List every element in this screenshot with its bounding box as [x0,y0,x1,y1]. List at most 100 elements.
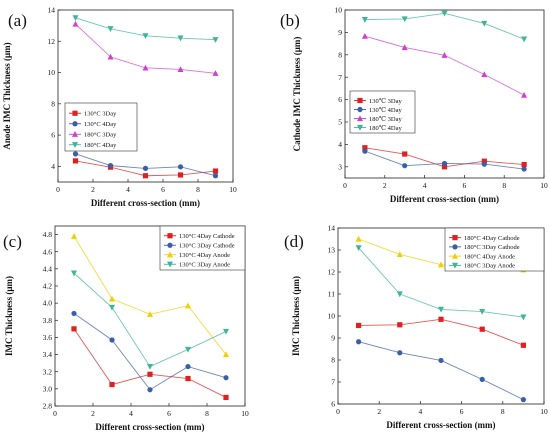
series-line [358,318,524,346]
data-point [212,70,219,76]
data-point [185,346,191,353]
legend-label: 130°C 4Day Cathode [179,233,235,240]
data-point [362,148,368,154]
legend-item: 180°C 3Day Anode [449,263,515,270]
y-tick-label: 3.2 [43,367,53,376]
legend-marker [357,124,363,131]
y-tick-label: 14 [48,6,56,15]
y-axis-label: Cathode IMC Thickness (μm) [292,37,302,152]
data-point [362,145,368,151]
data-point [223,394,229,401]
data-point [521,166,527,172]
y-tick-label: 14 [328,224,336,233]
legend-label: 130°C 4Day Anode [179,252,230,259]
data-point [185,302,191,309]
data-point [71,270,77,277]
y-tick-label: 10 [335,6,343,15]
data-point [481,20,488,27]
data-point [521,161,527,168]
plot-frame [344,9,545,179]
series-1 [356,316,526,348]
data-point [481,161,487,167]
x-tick-label: 10 [540,181,548,190]
panel-b: 0 2 4 6 8 10 3 4 5 6 7 8 9 10 Different cross-section … [280,6,548,204]
series-line [364,12,525,40]
x-tick-label: 4 [419,407,423,416]
legend-item: 130°C 3Day Cathode [164,243,235,250]
data-point [109,304,115,311]
data-point [223,375,229,381]
legend-label: 180°C 3Day Cathode [464,244,520,251]
series-4 [361,10,528,43]
x-tick-label: 2 [91,409,95,418]
x-tick-label: 0 [56,185,60,194]
panel-d: 0 2 4 6 8 10 6 7 8 9 10 11 12 13 14 Different cross-sec… [284,224,548,430]
series-line [73,272,227,368]
data-point [397,322,403,328]
panel-a: 0 2 4 6 8 10 4 6 8 10 12 14 Different cross-section … [2,6,237,208]
series-1 [71,326,229,401]
legend-marker [357,97,363,104]
data-point [355,245,362,251]
data-point [402,163,408,169]
y-tick-label: 6 [51,131,55,140]
y-tick-label: 7 [338,73,342,82]
y-tick-label: 4.0 [43,299,53,308]
y-tick-label: 8 [331,356,335,365]
legend-item: 180°C 4Day Cathode [449,235,520,242]
data-point [71,326,77,332]
legend-label: 130℃ 4Day [369,106,402,114]
x-axis-label: Different cross-section (mm) [91,198,200,208]
legend-label: 180°C 4Day [84,142,117,149]
data-point [72,20,79,27]
y-tick-label: 4 [338,140,342,149]
legend-item: 180°C 3Day [69,131,117,139]
y-tick-label: 3 [338,162,342,171]
x-tick-label: 4 [126,185,130,194]
y-tick-label: 3.4 [43,350,53,359]
data-point [441,164,448,170]
panel-label: (a) [8,11,27,30]
data-point [520,397,527,403]
legend-label: 180°C 4Day Cathode [464,235,520,242]
x-tick-label: 8 [501,407,505,416]
data-point [438,316,444,322]
legend-label: 180°C 4Day Anode [464,253,515,260]
x-tick-label: 4 [423,181,427,190]
y-tick-label: 10 [328,312,336,321]
y-tick-label: 8 [338,50,342,59]
data-point [142,33,149,39]
data-point [356,322,362,329]
plot-frame [54,225,246,407]
y-tick-label: 3.6 [43,333,53,342]
data-point [401,44,408,51]
legend-label: 130°C 3Day [84,111,117,118]
data-point [481,71,488,78]
data-point [71,233,77,239]
y-tick-label: 4.4 [43,264,53,273]
series-2 [362,148,527,172]
data-point [147,363,153,370]
legend-item: 130°C 4Day [69,121,117,128]
data-point [142,165,149,171]
data-point [520,342,526,348]
data-point [396,291,403,298]
x-tick-label: 8 [196,185,200,194]
data-point [147,387,153,393]
y-tick-label: 11 [328,290,335,299]
panel-label: (c) [3,232,22,251]
data-point [438,357,444,364]
series-3 [72,20,219,76]
y-tick-label: 2.8 [43,402,53,411]
data-point [107,26,114,32]
data-point [479,309,486,315]
series-2 [72,151,219,179]
data-point [361,17,368,23]
legend-marker [72,121,78,127]
x-axis-label: Different cross-section (mm) [386,420,495,430]
data-point [109,381,115,388]
data-point [355,235,362,242]
data-point [212,37,219,43]
x-axis-label: Different cross-section (mm) [390,194,499,204]
